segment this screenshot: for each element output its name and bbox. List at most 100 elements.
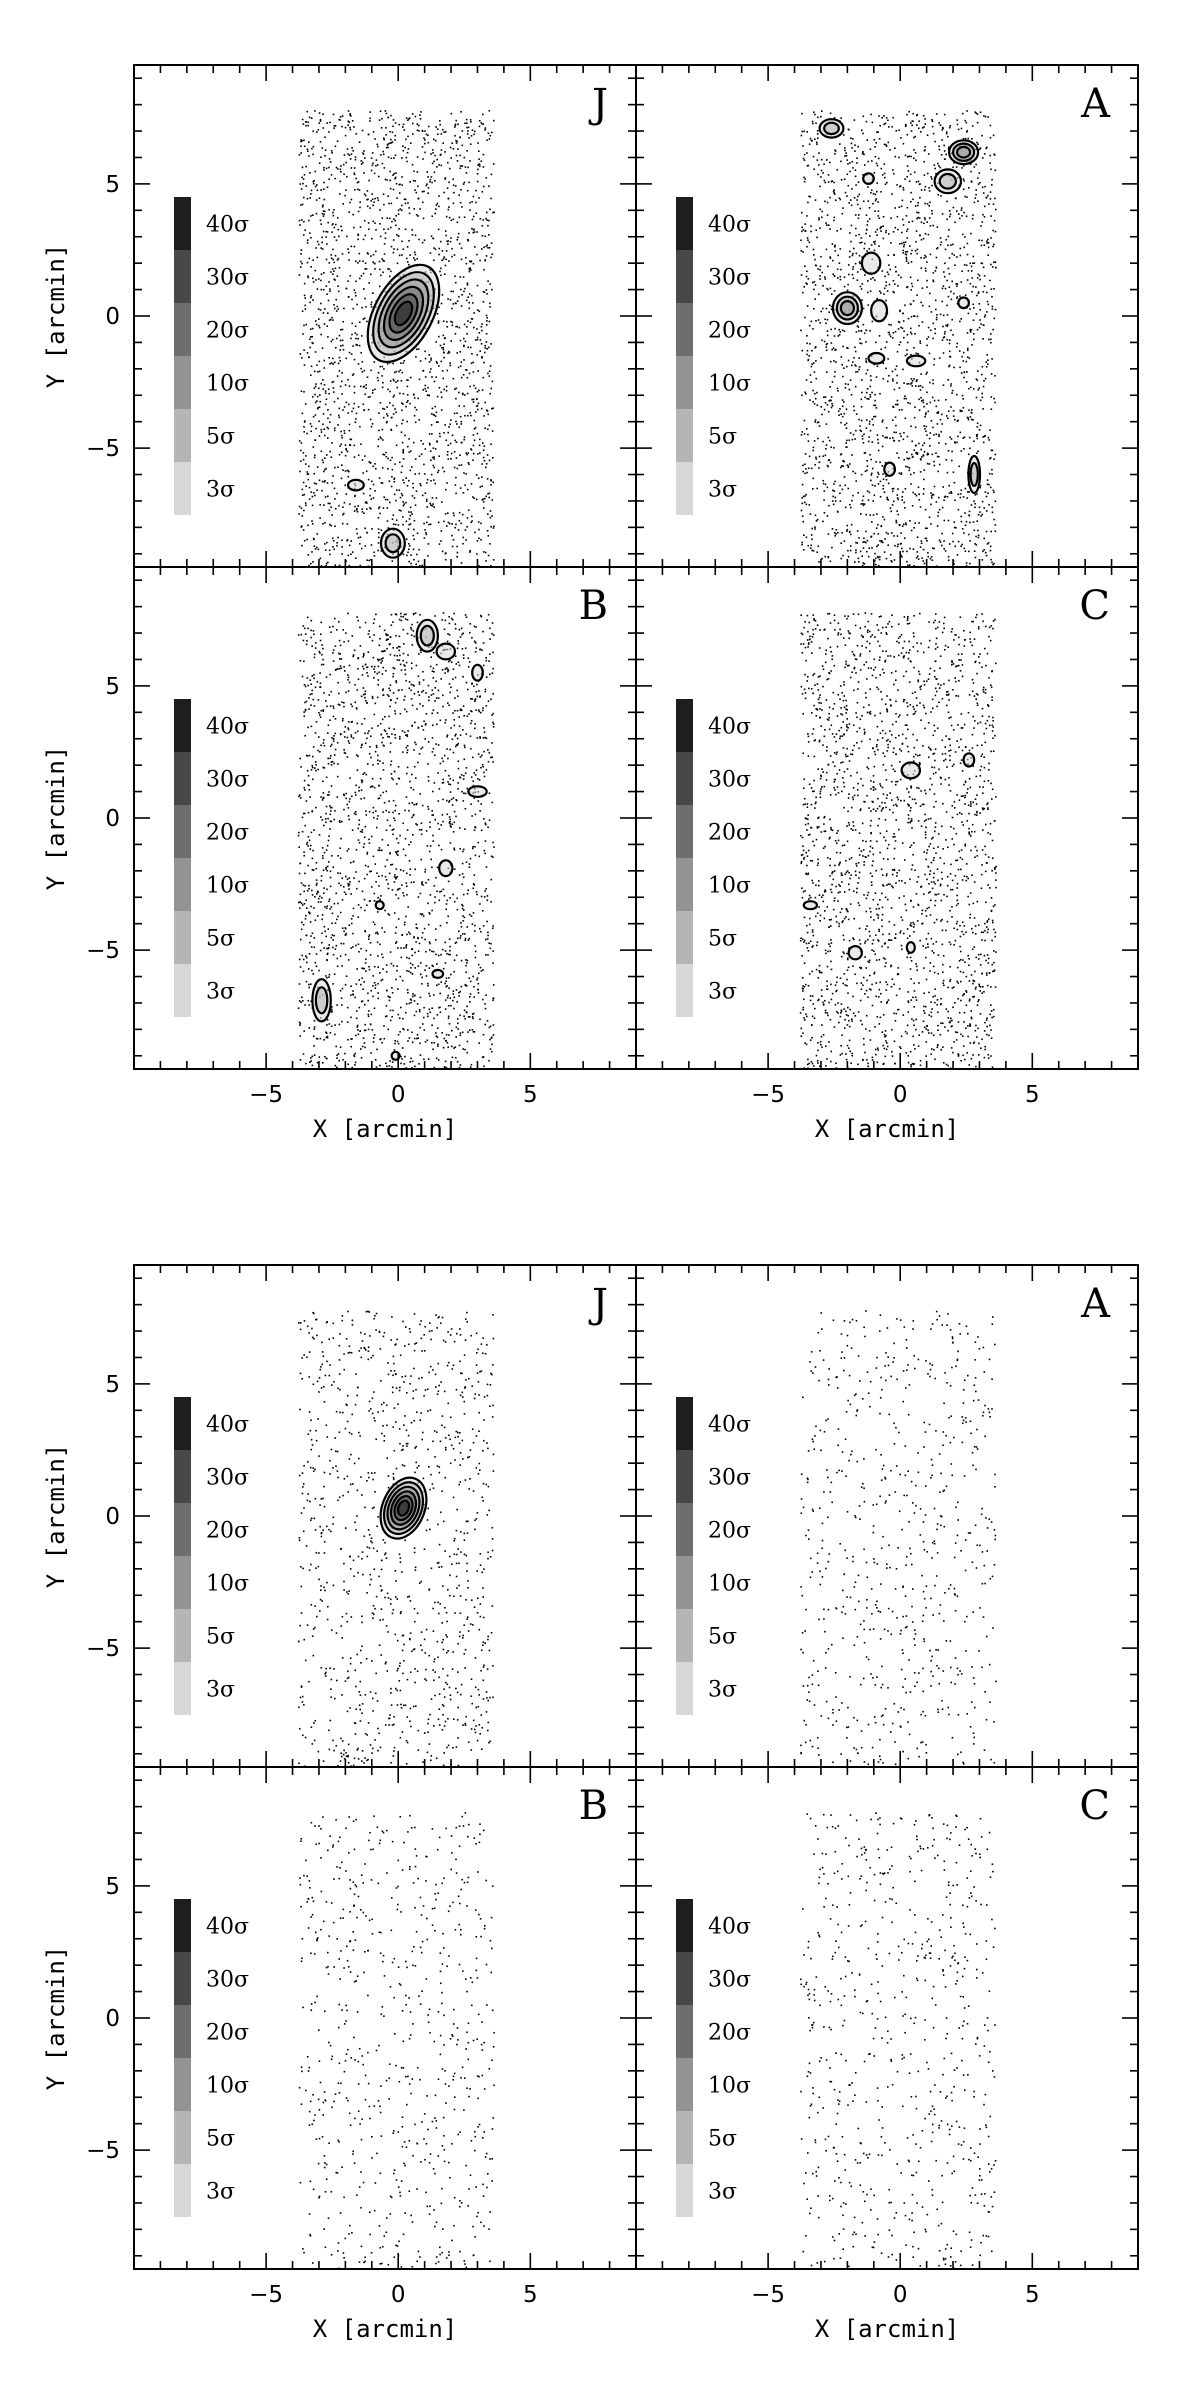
- scatter-point: [833, 193, 836, 195]
- scatter-point: [454, 526, 456, 529]
- scatter-point: [459, 136, 461, 138]
- scatter-point: [355, 133, 358, 135]
- scatter-point: [433, 479, 435, 481]
- scatter-point: [884, 538, 886, 540]
- scatter-point: [812, 389, 814, 392]
- scatter-point: [874, 243, 876, 245]
- scatter-point: [989, 457, 991, 460]
- scatter-point: [347, 153, 349, 155]
- scatter-point: [863, 503, 866, 505]
- scatter-point: [917, 202, 919, 204]
- y-tick-label: −5: [86, 436, 120, 462]
- scatter-point: [894, 368, 897, 371]
- scatter-point: [868, 440, 870, 443]
- scatter-point: [935, 308, 937, 311]
- scatter-point: [482, 449, 485, 451]
- scatter-point: [987, 542, 990, 544]
- scatter-point: [371, 198, 374, 200]
- scatter-point: [928, 190, 931, 192]
- scatter-point: [886, 496, 888, 499]
- scatter-point: [906, 466, 909, 468]
- scatter-point: [839, 408, 841, 410]
- scatter-point: [869, 148, 872, 151]
- scatter-point: [804, 391, 806, 394]
- scatter-point: [478, 310, 481, 313]
- scatter-point: [349, 503, 351, 505]
- scatter-point: [432, 152, 434, 154]
- scatter-point: [891, 561, 893, 563]
- scatter-point: [484, 401, 486, 404]
- scatter-point: [346, 756, 349, 758]
- scatter-point: [883, 518, 886, 521]
- scatter-point: [336, 168, 339, 170]
- scatter-point: [845, 422, 848, 425]
- scatter-point: [336, 140, 339, 142]
- scatter-point: [406, 772, 408, 775]
- scatter-point: [869, 514, 872, 516]
- scatter-point: [458, 464, 461, 467]
- scatter-point: [907, 262, 910, 264]
- scatter-point: [365, 501, 368, 503]
- scatter-point: [835, 533, 837, 535]
- scatter-point: [354, 189, 356, 191]
- scatter-point: [340, 170, 342, 173]
- scatter-point: [384, 178, 387, 181]
- scatter-point: [991, 308, 994, 310]
- scatter-point: [918, 493, 920, 495]
- scatter-point: [802, 157, 805, 160]
- scatter-point: [318, 420, 320, 423]
- scatter-point: [307, 775, 310, 777]
- scatter-point: [374, 863, 377, 865]
- scatter-point: [921, 321, 924, 323]
- scatter-point: [888, 375, 890, 377]
- scatter-point: [886, 290, 889, 292]
- scatter-point: [333, 127, 335, 129]
- scatter-point: [413, 251, 416, 254]
- scatter-point: [987, 363, 989, 365]
- scatter-point: [427, 555, 429, 557]
- scatter-point: [963, 371, 966, 373]
- scatter-point: [463, 181, 466, 184]
- scatter-point: [436, 963, 438, 965]
- scatter-point: [972, 419, 974, 421]
- scatter-point: [323, 323, 326, 325]
- scatter-point: [877, 544, 879, 546]
- scatter-point: [305, 185, 308, 187]
- scatter-point: [314, 185, 317, 188]
- scatter-point: [385, 134, 387, 136]
- scatter-point: [347, 412, 349, 414]
- scatter-point: [448, 260, 450, 262]
- scatter-point: [404, 669, 406, 671]
- scatter-point: [369, 120, 371, 122]
- scatter-point: [880, 230, 882, 232]
- scatter-point: [881, 419, 884, 421]
- scatter-point: [948, 229, 950, 231]
- scatter-point: [422, 217, 425, 220]
- scatter-point: [837, 531, 839, 534]
- scatter-point: [477, 309, 479, 311]
- scatter-point: [938, 122, 940, 124]
- scatter-point: [340, 477, 343, 480]
- scatter-point: [311, 764, 313, 767]
- scatter-point: [445, 985, 448, 988]
- scatter-point: [987, 492, 989, 494]
- scatter-point: [450, 340, 452, 342]
- scatter-point: [855, 252, 858, 255]
- scatter-point: [372, 162, 374, 165]
- scatter-point: [821, 413, 823, 416]
- scatter-point: [913, 149, 915, 151]
- scatter-point: [983, 507, 985, 509]
- scatter-point: [932, 272, 935, 274]
- scatter-point: [472, 262, 475, 265]
- scatter-point: [393, 248, 395, 250]
- scatter-point: [354, 495, 356, 498]
- scatter-point: [417, 348, 420, 350]
- scatter-point: [861, 299, 863, 301]
- scatter-point: [351, 1066, 353, 1069]
- scatter-point: [420, 829, 423, 831]
- scatter-point: [319, 120, 322, 122]
- scatter-point: [482, 113, 484, 116]
- scatter-point: [316, 364, 318, 366]
- scatter-point: [992, 328, 994, 331]
- scatter-point: [904, 507, 906, 509]
